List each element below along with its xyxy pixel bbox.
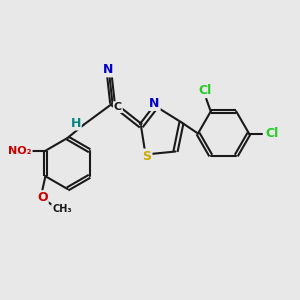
Text: NO₂: NO₂ — [8, 146, 32, 156]
Text: N: N — [103, 63, 113, 76]
Text: Cl: Cl — [265, 127, 278, 140]
Text: S: S — [142, 149, 152, 163]
Text: Cl: Cl — [198, 84, 211, 97]
Text: CH₃: CH₃ — [52, 204, 72, 214]
Text: N: N — [149, 97, 160, 110]
Text: O: O — [37, 191, 48, 204]
Text: C: C — [114, 102, 122, 112]
Text: H: H — [70, 116, 81, 130]
